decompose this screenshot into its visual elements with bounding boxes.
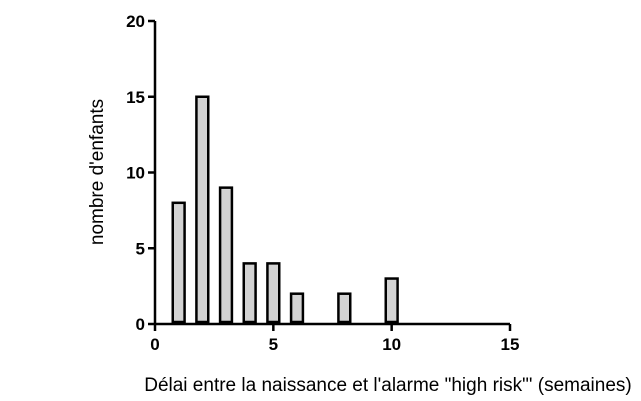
x-ticks-group: 0 5 10 15 (150, 324, 519, 354)
bar (242, 262, 257, 324)
y-tick-label: 20 (126, 12, 145, 31)
x-tick-label: 0 (150, 335, 159, 354)
bar (337, 292, 352, 324)
bar (266, 262, 281, 324)
y-axis-label: nombre d'enfants (87, 99, 108, 245)
x-axis-label: Délai entre la naissance et l'alarme "hi… (144, 375, 632, 396)
bar (218, 186, 234, 324)
bar (171, 201, 186, 324)
y-ticks-group: 0 5 10 15 20 (126, 12, 155, 334)
y-tick-label: 10 (126, 164, 145, 183)
x-tick-label: 5 (269, 335, 278, 354)
x-tick-label: 10 (382, 335, 401, 354)
x-tick-label: 15 (501, 335, 520, 354)
y-tick-label: 0 (136, 315, 145, 334)
bar (195, 95, 210, 324)
bar (289, 292, 305, 324)
y-tick-label: 5 (136, 239, 145, 258)
bars-group (171, 95, 399, 324)
y-tick-label: 15 (126, 88, 145, 107)
bar (384, 277, 399, 324)
